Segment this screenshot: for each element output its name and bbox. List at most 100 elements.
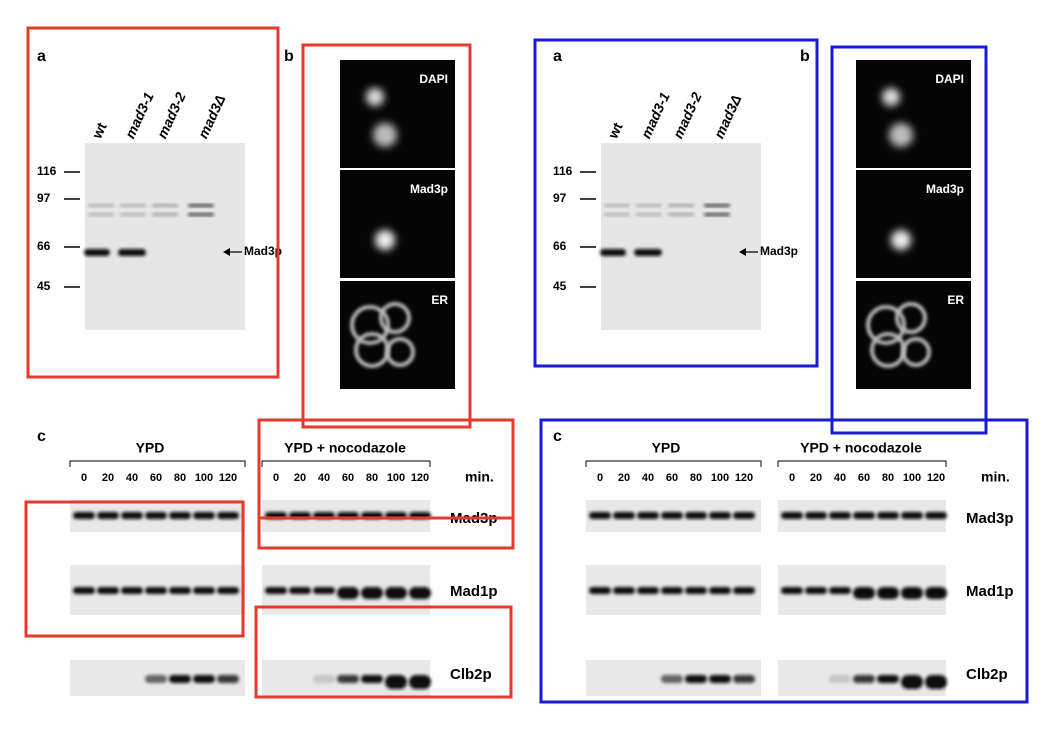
time-label: 80 [174,472,186,484]
band [145,512,167,519]
band [877,675,899,683]
image-label: DAPI [935,72,964,86]
band [193,512,215,519]
band [661,512,683,519]
bracket [69,460,246,467]
time-label: 80 [366,472,378,484]
time-label: 60 [858,472,870,484]
band [925,587,947,599]
time-label: 120 [927,472,945,484]
band [636,213,662,216]
band [385,587,407,599]
red-box [301,43,472,429]
band [188,213,214,216]
band [636,204,662,207]
time-label: 20 [102,472,114,484]
band [193,675,215,683]
band [637,587,659,594]
marker-label: 45 [553,279,567,293]
band [925,512,947,519]
time-label: 0 [597,472,603,484]
cell [373,123,397,147]
group-label: YPD + nocodazole [800,440,922,456]
band [709,512,731,519]
band [88,204,114,207]
band [121,587,143,594]
marker-label: 45 [37,279,51,293]
micrograph [856,60,971,168]
blue-box [539,418,1029,704]
band [97,587,119,594]
band [73,512,95,519]
image-label: ER [431,293,448,307]
band [709,587,731,594]
micrograph [340,281,455,389]
band [877,512,899,519]
band [145,675,167,683]
time-label: 120 [219,472,237,484]
band [121,512,143,519]
red-box [24,500,245,638]
band [853,587,875,599]
band [188,204,214,207]
band [145,587,167,594]
time-label: 80 [690,472,702,484]
panel-label: a [37,48,46,65]
time-label: 100 [903,472,921,484]
cell [375,230,395,250]
panel-label: c [553,428,562,445]
panel-label: c [37,428,46,445]
band [853,675,875,683]
cell [895,302,927,334]
band [169,512,191,519]
marker-label: 97 [553,191,567,205]
band [152,204,178,207]
time-label: 100 [711,472,729,484]
red-box [257,516,515,550]
time-label: 120 [735,472,753,484]
band [901,675,923,689]
bracket [261,460,431,467]
band [613,587,635,594]
band [409,675,431,689]
time-label: 120 [411,472,429,484]
arrow-label: Mad3p [760,244,798,258]
band [152,213,178,216]
band [925,675,947,689]
band [733,512,755,519]
band [829,675,851,683]
band [805,512,827,519]
time-label: 100 [195,472,213,484]
micrograph [340,60,455,168]
group-label: YPD + nocodazole [284,440,406,456]
marker-label: 66 [37,239,51,253]
cell [385,337,415,367]
time-label: 60 [342,472,354,484]
row-label: Clb2p [450,666,492,683]
cell [891,230,911,250]
time-label: 20 [294,472,306,484]
row-label: Clb2p [966,666,1008,683]
marker-label: 66 [553,239,567,253]
band [361,675,383,683]
band [265,587,287,594]
band [704,204,730,207]
time-label: 40 [126,472,138,484]
time-label: 20 [810,472,822,484]
band [289,587,311,594]
band [853,512,875,519]
band [613,512,635,519]
highlight-boxes [24,26,1029,704]
arrow-head [223,248,230,256]
cell [350,305,390,345]
band [313,675,335,683]
band [661,587,683,594]
cell [379,302,411,334]
gel [85,143,245,330]
band [193,587,215,594]
band [685,675,707,683]
band [604,213,630,216]
